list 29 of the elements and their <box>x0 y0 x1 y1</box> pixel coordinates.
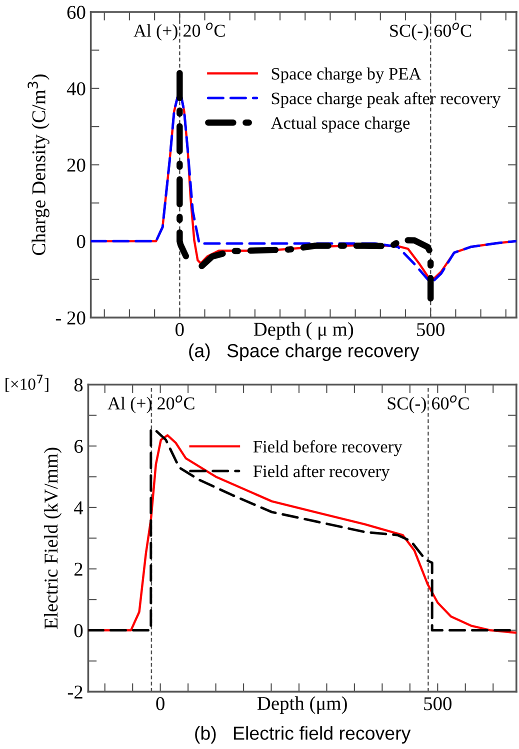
y-tick-label: 8 <box>74 378 83 392</box>
legend-label: Field before recovery <box>253 440 402 456</box>
y-tick-label: 4 <box>74 501 84 514</box>
x-axis-title: Depth ( μ m) <box>254 322 354 340</box>
ref-line-label: SC(-) 60$^{o}$C <box>390 22 472 41</box>
legend-label: Space charge by PEA <box>272 67 422 84</box>
y-tick-label: 6 <box>74 440 83 453</box>
text: (a) Space charge recovery <box>189 344 420 362</box>
x-tick-label: 500 <box>424 697 452 710</box>
y-tick-label: 2 <box>74 562 82 576</box>
legend-label: Field after recovery <box>253 464 390 481</box>
text: [×10$^{7}$] <box>6 374 48 392</box>
ref-line-label: Al (+) 20$^{o}$C <box>108 395 194 414</box>
y-tick-label: -2 <box>68 686 82 698</box>
y-tick-label: 0 <box>76 234 86 248</box>
y-axis-title: Charge Density (C/m$^{3}$) <box>28 74 50 256</box>
legend-label: Actual space charge <box>270 116 410 132</box>
y-tick-label: 20 <box>67 158 86 172</box>
ref-line-label: Al (+) 20 $^{o}$C <box>134 22 225 41</box>
x-tick-label: 500 <box>417 323 444 336</box>
y-tick-label: 60 <box>67 6 86 19</box>
y-tick-label: 0 <box>74 624 83 638</box>
y-axis-title: Electric Field (kV/mm) <box>44 448 62 629</box>
y-tick-label: - 20 <box>56 311 86 325</box>
x-axis-title: Depth (μm) <box>257 696 347 714</box>
y-tick-label: 40 <box>66 82 86 96</box>
ref-line-label: SC(-) 60$^{o}$C <box>388 395 469 414</box>
legend-label: Space charge peak after recovery <box>272 92 501 108</box>
text: (b) Electric field recovery <box>195 726 411 744</box>
